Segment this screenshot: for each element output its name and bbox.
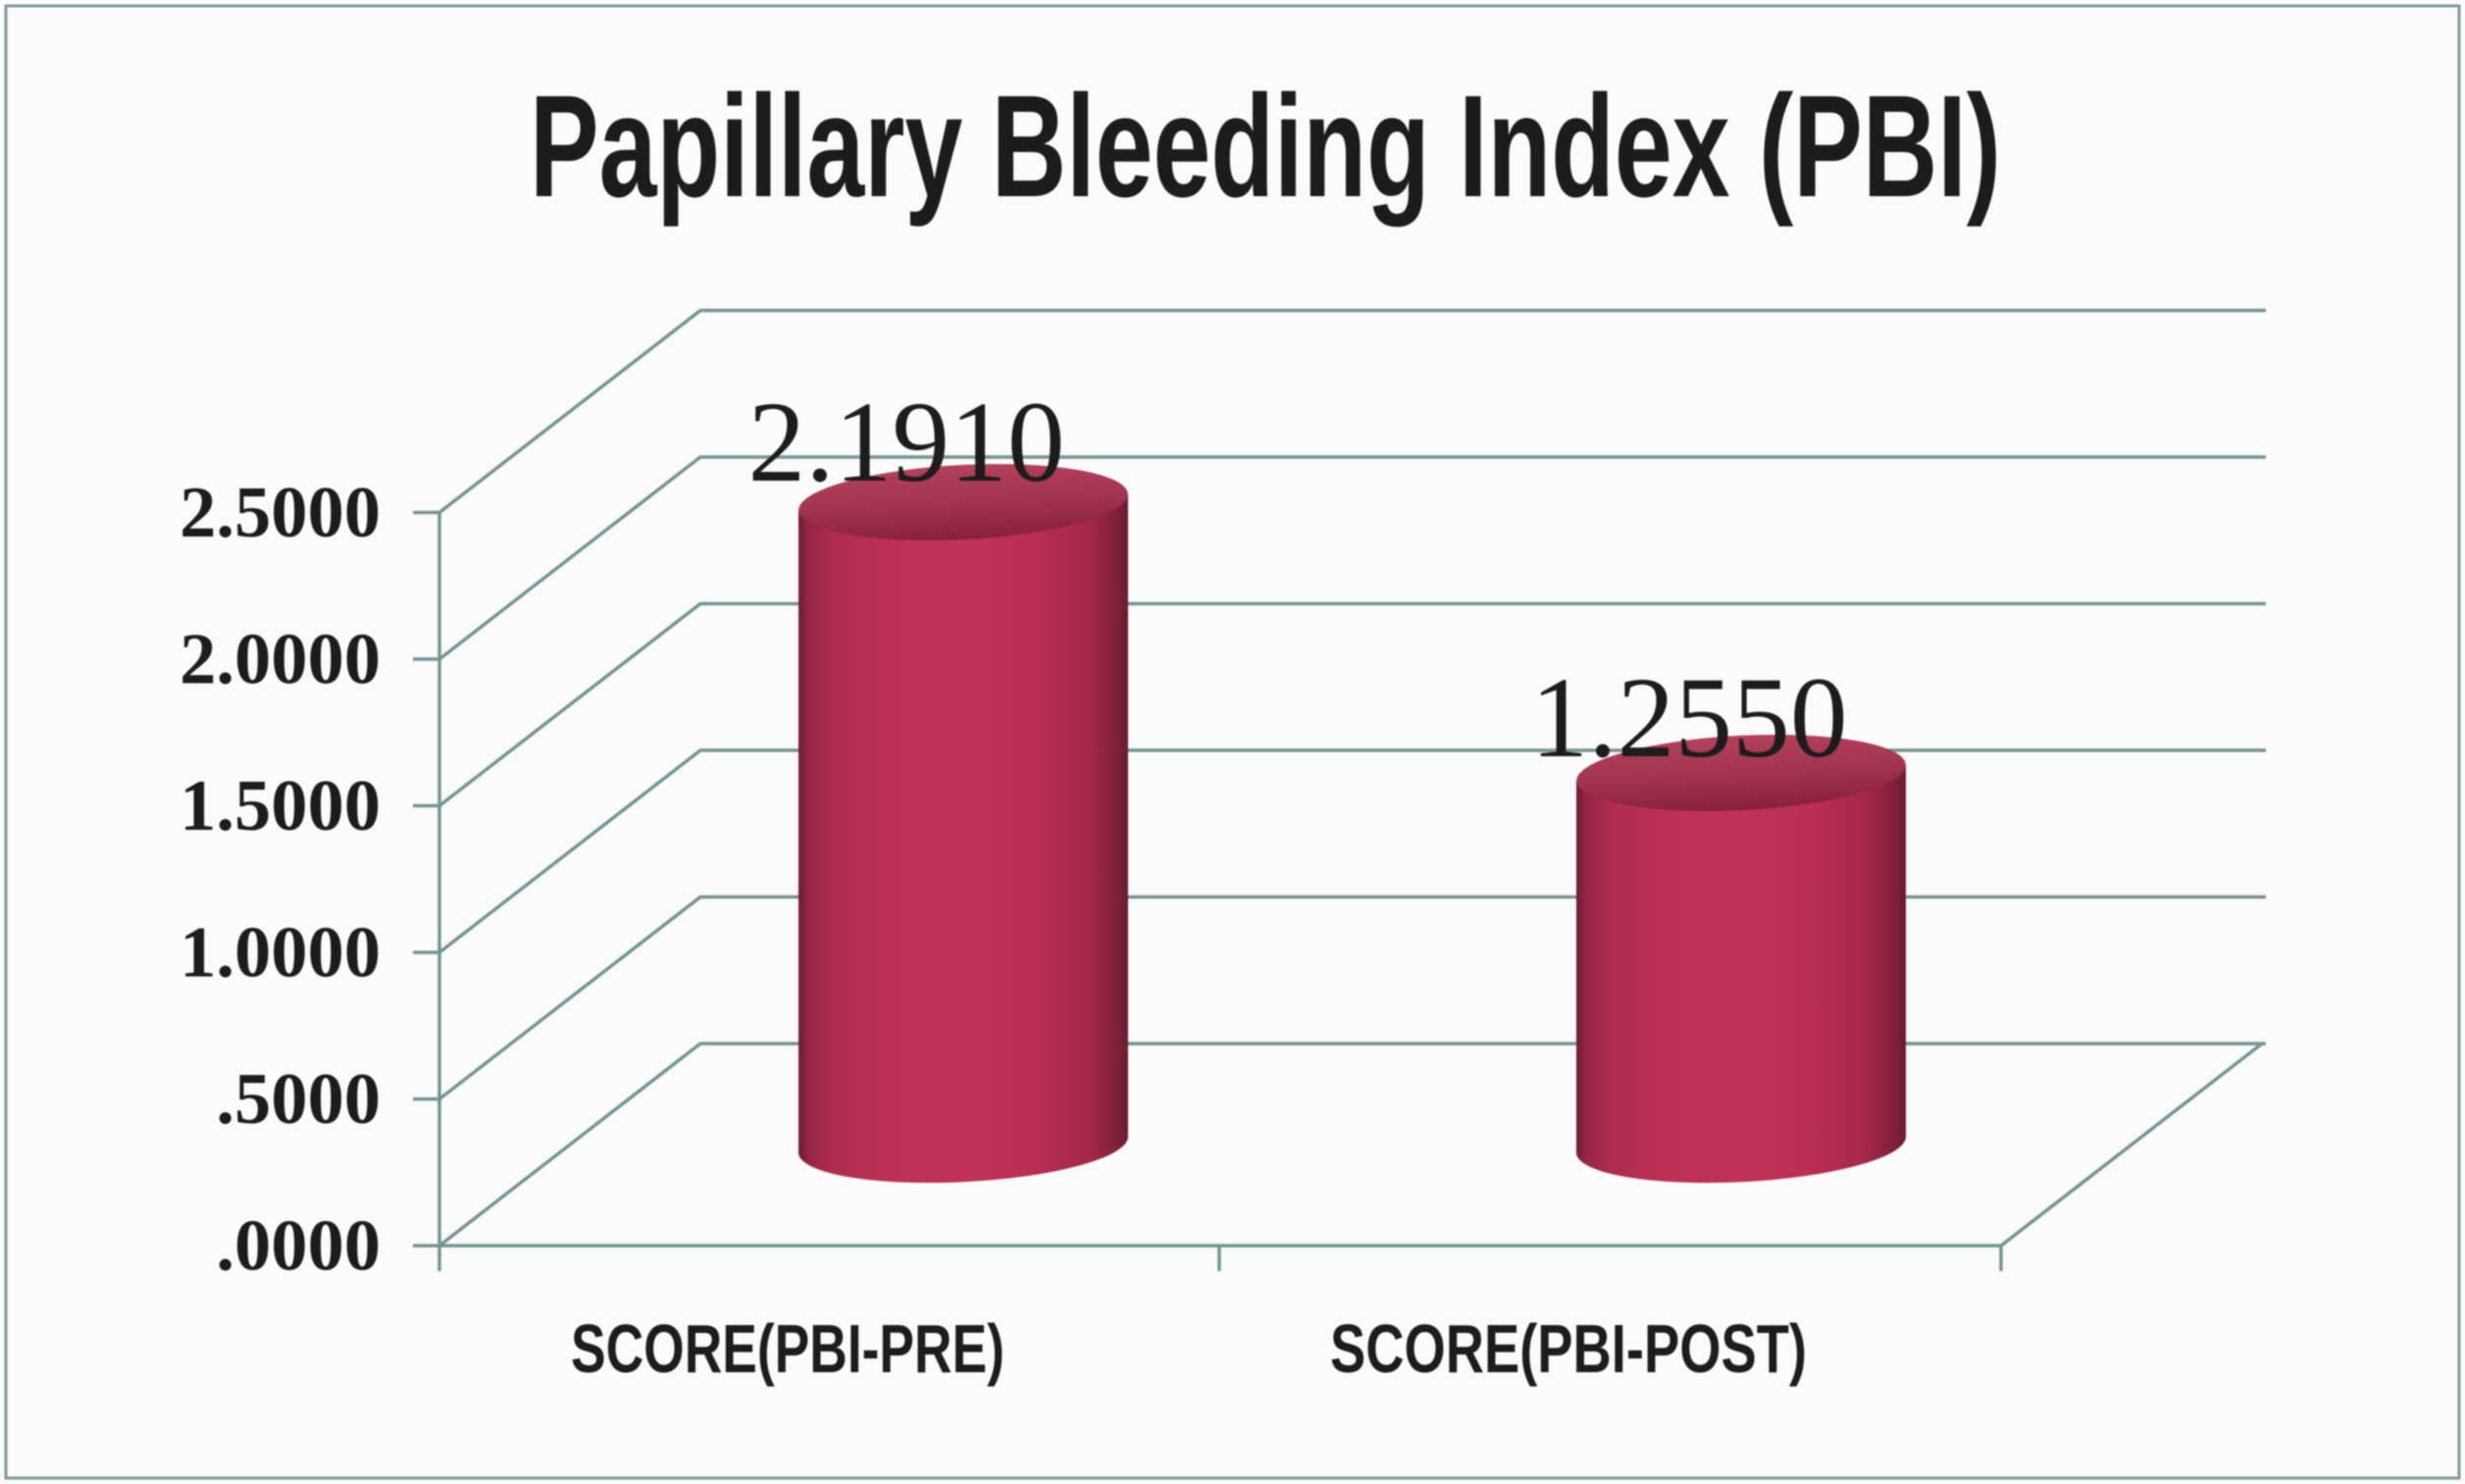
svg-text:1.5000: 1.5000 [180,766,381,846]
svg-text:1.2550: 1.2550 [1530,654,1847,782]
svg-text:2.5000: 2.5000 [180,473,381,553]
svg-text:Papillary Bleeding Index (PBI): Papillary Bleeding Index (PBI) [530,66,2001,228]
svg-text:.5000: .5000 [216,1059,381,1140]
svg-text:2.1910: 2.1910 [747,379,1064,506]
svg-text:1.0000: 1.0000 [180,913,381,994]
svg-text:SCORE(PBI-POST): SCORE(PBI-POST) [1330,1310,1807,1387]
svg-text:2.0000: 2.0000 [180,620,381,700]
svg-text:SCORE(PBI-PRE): SCORE(PBI-PRE) [571,1310,1004,1387]
svg-text:.0000: .0000 [216,1206,381,1287]
